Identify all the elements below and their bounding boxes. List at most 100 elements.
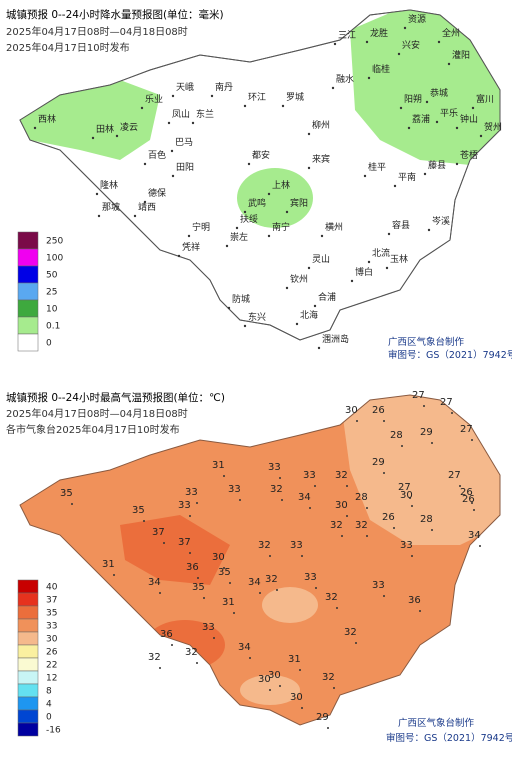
place-label: 平南 xyxy=(398,171,416,183)
place-label: 苍梧 xyxy=(460,149,478,161)
station-dot xyxy=(143,520,145,522)
place-dot xyxy=(235,226,239,230)
temp-label: 30 xyxy=(345,405,358,416)
place-dot xyxy=(313,304,317,308)
station-dot xyxy=(393,527,395,529)
station-dot xyxy=(279,477,281,479)
temp-label: 30 xyxy=(258,674,271,685)
place-dot xyxy=(143,162,147,166)
place-label: 东兴 xyxy=(248,311,266,323)
place-label: 贺州 xyxy=(484,121,502,133)
place-dot xyxy=(281,104,285,108)
legend-swatch xyxy=(17,579,39,594)
station-dot xyxy=(269,689,271,691)
place-dot xyxy=(387,232,391,236)
legend-swatch xyxy=(17,265,39,284)
station-dot xyxy=(279,685,281,687)
title: 城镇预报 0--24小时最高气温预报图(单位：℃) xyxy=(6,391,225,404)
temp-label: 30 xyxy=(290,692,303,703)
place-label: 凤山 xyxy=(172,109,190,120)
place-label: 钦州 xyxy=(290,273,308,285)
temp-label: 34 xyxy=(148,577,161,588)
place-dot xyxy=(171,174,175,178)
place-label: 平乐 xyxy=(440,107,458,119)
temp-label: 26 xyxy=(460,487,473,498)
place-label: 田林 xyxy=(96,123,114,135)
temp-label: 27 xyxy=(398,482,411,493)
place-dot xyxy=(187,234,191,238)
place-dot xyxy=(320,234,324,238)
legend-swatch xyxy=(17,592,39,607)
station-dot xyxy=(259,592,261,594)
station-dot xyxy=(301,707,303,709)
place-label: 防城 xyxy=(232,293,250,305)
station-dot xyxy=(383,420,385,422)
temp-label: 36 xyxy=(186,562,199,573)
legend-label: 26 xyxy=(46,648,58,658)
station-dot xyxy=(411,505,413,507)
temp-label: 32 xyxy=(270,484,283,495)
place-label: 兴安 xyxy=(402,39,420,51)
station-dot xyxy=(203,597,205,599)
place-dot xyxy=(365,40,369,44)
place-label: 天峨 xyxy=(176,81,194,93)
temp-label: 32 xyxy=(258,540,271,551)
temp-label: 33 xyxy=(290,540,303,551)
place-label: 临桂 xyxy=(372,63,390,75)
place-dot xyxy=(307,132,311,136)
station-dot xyxy=(299,669,301,671)
place-label: 南宁 xyxy=(272,221,290,233)
place-label: 玉林 xyxy=(390,253,408,265)
place-dot xyxy=(225,244,229,248)
legend-swatch xyxy=(17,644,39,659)
station-dot xyxy=(451,412,453,414)
legend-swatch xyxy=(17,631,39,646)
place-label: 崇左 xyxy=(230,231,248,243)
place-dot xyxy=(423,172,427,176)
place-label: 都安 xyxy=(252,149,270,161)
place-label: 北流 xyxy=(372,247,390,259)
place-dot xyxy=(425,100,429,104)
temp-label: 31 xyxy=(222,597,235,608)
station-dot xyxy=(315,587,317,589)
place-label: 全州 xyxy=(442,27,460,39)
temp-label: 30 xyxy=(335,500,348,511)
place-label: 容县 xyxy=(392,219,410,231)
place-dot xyxy=(385,266,389,270)
place-label: 来宾 xyxy=(312,153,330,165)
place-dot xyxy=(33,126,37,130)
station-dot xyxy=(189,515,191,517)
place-dot xyxy=(367,260,371,264)
place-label: 乐业 xyxy=(145,93,163,105)
legend-label: 37 xyxy=(46,596,57,606)
station-dot xyxy=(213,637,215,639)
legend-label: -16 xyxy=(46,726,61,736)
place-label: 藤县 xyxy=(428,159,446,171)
temp-label: 37 xyxy=(152,527,165,538)
legend-swatch xyxy=(17,299,39,318)
place-label: 恭城 xyxy=(430,88,448,99)
temp-label: 28 xyxy=(420,514,433,525)
place-dot xyxy=(427,228,431,232)
temp-label: 26 xyxy=(382,512,395,523)
station-dot xyxy=(355,642,357,644)
legend-swatch xyxy=(17,722,39,737)
station-dot xyxy=(281,499,283,501)
place-label: 宁明 xyxy=(192,221,210,233)
place-dot xyxy=(393,184,397,188)
place-dot xyxy=(407,126,411,130)
temp-label: 27 xyxy=(440,397,453,408)
place-label: 宾阳 xyxy=(290,197,308,209)
place-dot xyxy=(285,210,289,214)
temp-label: 33 xyxy=(303,470,316,481)
station-dot xyxy=(346,515,348,517)
legend-swatch xyxy=(17,333,39,352)
legend-label: 22 xyxy=(46,661,57,671)
place-dot xyxy=(397,52,401,56)
legend-swatch xyxy=(17,709,39,724)
station-dot xyxy=(333,687,335,689)
temp-label: 28 xyxy=(355,492,368,503)
station-dot xyxy=(383,595,385,597)
